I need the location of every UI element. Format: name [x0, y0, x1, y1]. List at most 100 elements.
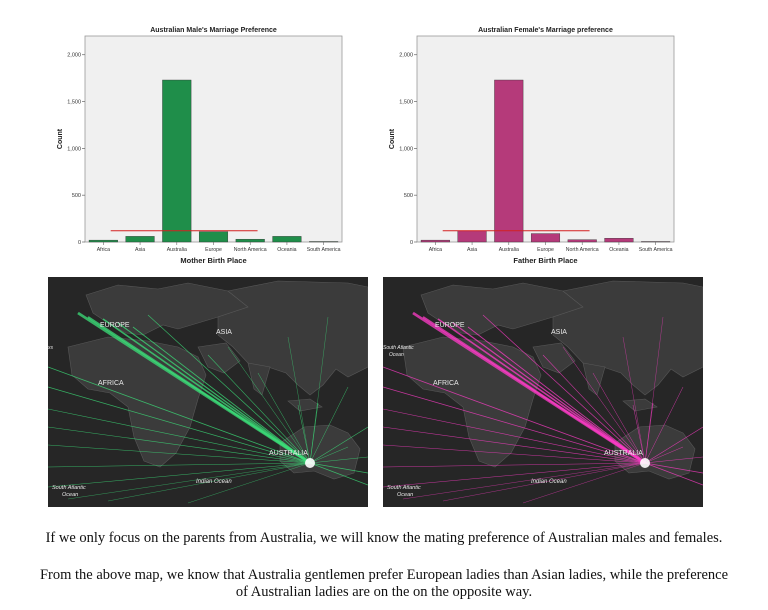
y-tick-label: 1,000 [67, 146, 81, 152]
y-axis-label: Count [57, 128, 64, 149]
label-south-atlantic: South Atlantic [387, 485, 421, 491]
flow-line [422, 316, 646, 464]
label-edge-text-2: Ocean [389, 352, 404, 358]
label-europe: EUROPE [435, 322, 465, 329]
flow-line [48, 462, 311, 468]
bar-oceania [604, 238, 634, 243]
x-tick-label: Asia [467, 247, 477, 253]
landmass-indonesia [622, 398, 658, 412]
flow-line [442, 462, 646, 502]
flow-line [287, 336, 311, 464]
y-tick-label: 1,500 [67, 100, 81, 106]
flow-line [227, 346, 311, 464]
landmass-arabia [197, 342, 241, 374]
label-edge-text: xs [48, 345, 54, 351]
flow-line [542, 354, 646, 464]
flow-line [297, 404, 311, 464]
flow-line [644, 446, 684, 464]
landmass-africa [67, 336, 207, 468]
landmass-asia [552, 280, 703, 396]
y-tick-label: 1,500 [399, 100, 413, 106]
label-europe: EUROPE [100, 322, 130, 329]
caption-line-2a: From the above map, we know that Austral… [39, 567, 729, 583]
flow-line [592, 372, 646, 464]
x-tick-label: North America [234, 247, 267, 253]
flow-line [437, 318, 646, 464]
flow-line [644, 426, 703, 464]
landmass-india [582, 362, 606, 396]
male-preference-chart: Australian Male's Marriage Preference 0 50… [57, 27, 343, 265]
australia-hub-glow [640, 458, 650, 468]
x-tick-label: Australia [167, 247, 187, 253]
y-tick-label: 2,000 [399, 53, 413, 59]
bar-north-america [567, 239, 597, 243]
label-africa: AFRICA [98, 380, 124, 387]
caption-line-1: If we only focus on the parents from Aus… [45, 530, 723, 546]
flow-line [522, 462, 646, 504]
bar-asia [125, 236, 155, 243]
landmass-australia [279, 424, 361, 480]
plot-area [84, 35, 343, 243]
y-axis-label: Count [389, 128, 396, 149]
bar-africa [420, 239, 450, 243]
flow-line [309, 456, 368, 464]
flow-line [383, 408, 646, 464]
flow-line [67, 462, 311, 500]
label-australia: AUSTRALIA [269, 450, 308, 457]
female-flow-map: EUROPE ASIA AFRICA AUSTRALIA Indian Ocean Sou… [383, 277, 703, 507]
flow-line [383, 386, 646, 464]
flow-line [482, 314, 646, 464]
y-tick-label: 2,000 [67, 53, 81, 59]
female-preference-chart: Australian Female's Marriage preference 0… [389, 27, 675, 265]
label-edge-text: South Atlantic [383, 345, 414, 351]
landmass-asia [217, 280, 368, 396]
flow-line [257, 372, 311, 464]
flow-line [102, 318, 311, 464]
flow-line [632, 404, 646, 464]
x-tick-label: Europe [205, 247, 222, 253]
bar-europe [530, 233, 561, 243]
flow-line [309, 462, 368, 474]
bar-asia [457, 230, 487, 243]
female-flow-map-svg: EUROPE ASIA AFRICA AUSTRALIA Indian Ocean Sou… [383, 280, 703, 504]
x-tick-label: Africa [429, 247, 442, 253]
x-tick-label: Oceania [277, 247, 296, 253]
y-tick-label: 0 [410, 240, 413, 246]
x-tick-label: Europe [537, 247, 554, 253]
flow-line [48, 366, 311, 464]
flow-line [309, 446, 349, 464]
flow-line [383, 366, 646, 464]
chart-title: Australian Female's Marriage preference [478, 27, 613, 34]
x-tick-label: South America [639, 247, 673, 253]
y-tick-label: 500 [72, 193, 81, 199]
bar-oceania [272, 236, 302, 243]
flow-line [309, 462, 368, 486]
flow-line [644, 402, 654, 464]
flow-line [132, 326, 311, 464]
flow-line [562, 346, 646, 464]
x-tick-label: Africa [97, 247, 110, 253]
male-flow-map: EUROPE ASIA AFRICA AUSTRALIA Indian Ocean Sou… [48, 277, 368, 507]
y-tick-label: 1,000 [399, 146, 413, 152]
y-tick-label: 0 [78, 240, 81, 246]
flow-line [383, 426, 646, 464]
flow-line [207, 354, 311, 464]
flow-line [452, 322, 646, 464]
flow-line [309, 402, 319, 464]
flow-line [48, 444, 311, 464]
label-south-atlantic: South Atlantic [52, 485, 86, 491]
x-tick-label: Australia [499, 247, 519, 253]
male-flow-map-svg: EUROPE ASIA AFRICA AUSTRALIA Indian Ocean Sou… [48, 280, 368, 504]
x-tick-label: Oceania [609, 247, 628, 253]
landmass-indonesia [287, 398, 323, 412]
flow-line [622, 336, 646, 464]
flow-line [107, 462, 311, 502]
label-south-atlantic-ocean: Ocean [62, 492, 78, 498]
bar-north-america [235, 238, 265, 243]
flow-line [309, 386, 349, 464]
flow-line [644, 456, 703, 464]
flow-line [117, 322, 311, 464]
x-tick-label: South America [307, 247, 341, 253]
flow-line [87, 316, 311, 464]
landmass-india [247, 362, 271, 396]
